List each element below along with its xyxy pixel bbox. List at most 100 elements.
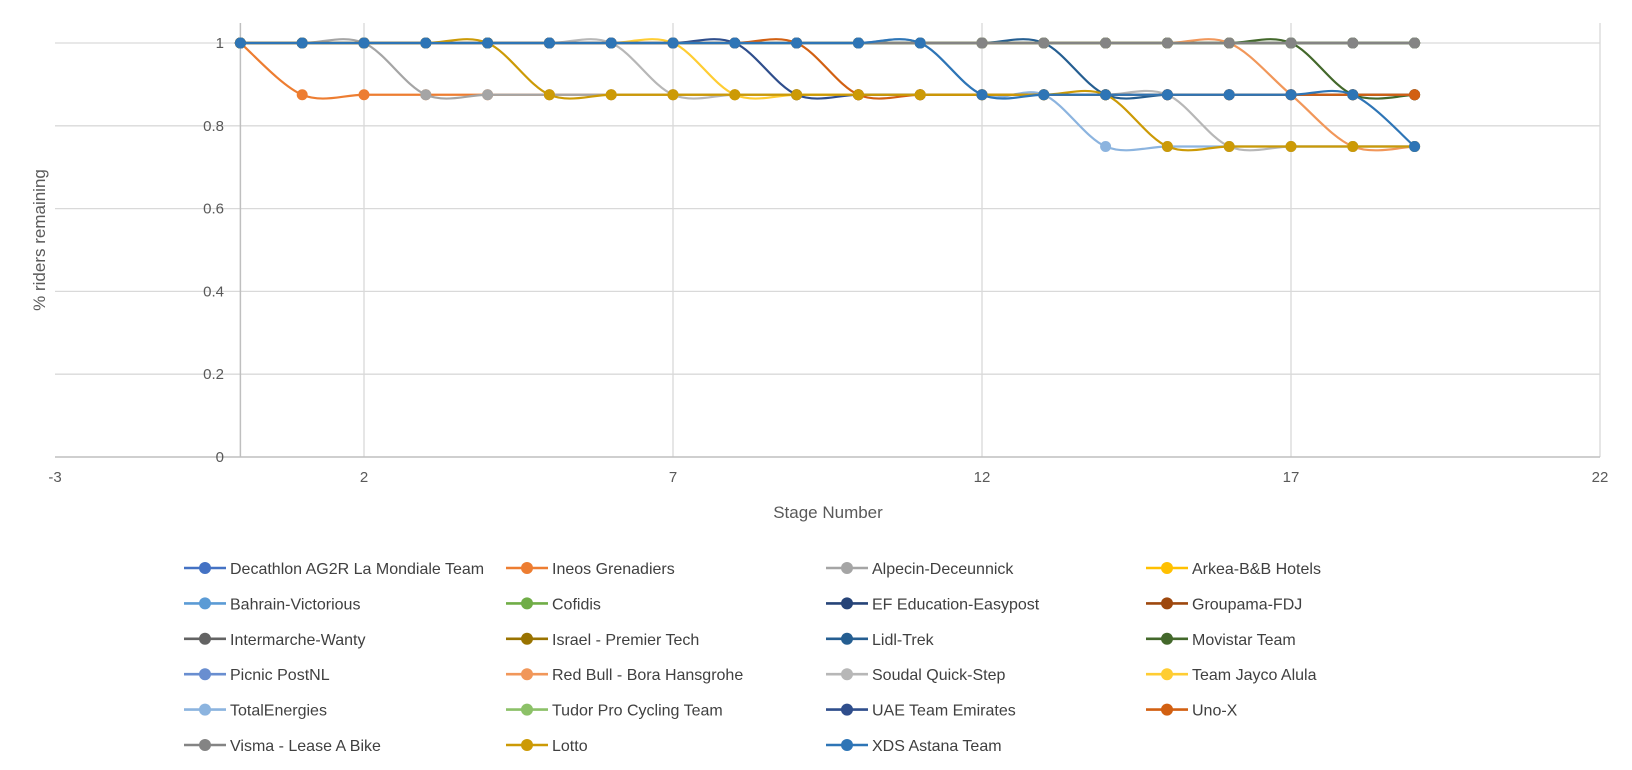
series-lines [234, 37, 1421, 152]
legend: Decathlon AG2R La Mondiale Team Ineos Gre… [184, 561, 1321, 755]
x-tick-label: 12 [974, 469, 991, 486]
legend-label: Lotto [552, 738, 588, 755]
legend-swatch-marker [521, 668, 533, 681]
legend-swatch-marker [1161, 562, 1173, 574]
data-point [1161, 37, 1173, 49]
data-point [852, 89, 864, 101]
legend-swatch-marker [199, 668, 211, 681]
legend-label: Soudal Quick-Step [872, 667, 1006, 684]
y-tick-labels: 0 0.2 0.4 0.6 0.8 1 [203, 35, 224, 466]
legend-item: Groupama-FDJ [1146, 596, 1302, 613]
legend-swatch-marker [199, 703, 211, 716]
legend-item: EF Education-Easypost [826, 596, 1040, 613]
legend-item: Lotto [506, 738, 588, 755]
gridlines [55, 23, 1601, 457]
legend-item: Intermarche-Wanty [184, 632, 365, 649]
data-point [1347, 89, 1359, 101]
legend-label: Cofidis [552, 596, 601, 613]
legend-swatch-marker [1161, 632, 1173, 645]
data-point [729, 89, 741, 101]
data-point [358, 37, 370, 49]
legend-label: Israel - Premier Tech [552, 632, 699, 649]
legend-swatch-marker [841, 703, 853, 716]
data-point [1409, 141, 1421, 152]
data-point [1409, 89, 1421, 101]
legend-label: Arkea-B&B Hotels [1192, 561, 1321, 578]
x-tick-label: 22 [1592, 469, 1609, 486]
legend-swatch-marker [521, 632, 533, 645]
series-22 [234, 37, 1421, 152]
y-tick-label: 0 [216, 449, 224, 466]
legend-label: Movistar Team [1192, 632, 1296, 649]
y-tick-label: 0.8 [203, 118, 224, 135]
legend-label: Red Bull - Bora Hansgrohe [552, 667, 743, 684]
legend-label: Ineos Grenadiers [552, 561, 675, 578]
data-point [543, 89, 555, 101]
series-19 [234, 37, 1421, 101]
data-point [296, 37, 308, 49]
data-point [1038, 37, 1050, 49]
data-point [543, 37, 555, 49]
legend-swatch-marker [841, 562, 853, 574]
legend-swatch-marker [1161, 668, 1173, 681]
series-line [240, 38, 1416, 148]
x-tick-labels: -3 2 7 12 17 22 [48, 469, 1608, 486]
data-point [914, 89, 926, 101]
legend-swatch-marker [521, 739, 533, 751]
legend-label: Picnic PostNL [230, 667, 330, 684]
data-point [1347, 141, 1359, 152]
legend-label: Decathlon AG2R La Mondiale Team [230, 561, 484, 578]
data-point [1161, 141, 1173, 152]
data-point [976, 89, 988, 101]
y-tick-label: 0.6 [203, 201, 224, 218]
legend-item: Soudal Quick-Step [826, 667, 1006, 684]
data-point [234, 37, 246, 49]
legend-label: Intermarche-Wanty [230, 632, 365, 649]
legend-label: Alpecin-Deceunnick [872, 561, 1014, 578]
y-axis-title: % riders remaining [30, 169, 49, 311]
legend-swatch-marker [841, 668, 853, 681]
legend-label: EF Education-Easypost [872, 596, 1040, 613]
legend-swatch-marker [521, 562, 533, 574]
legend-item: Team Jayco Alula [1146, 667, 1317, 684]
data-point [667, 89, 679, 101]
data-point [605, 37, 617, 49]
data-point [358, 89, 370, 101]
legend-label: Visma - Lease A Bike [230, 738, 381, 755]
x-tick-label: 2 [360, 469, 368, 486]
legend-swatch-marker [199, 562, 211, 574]
x-tick-label: 17 [1283, 469, 1300, 486]
data-point [482, 37, 494, 49]
data-point [482, 89, 494, 101]
legend-label: Uno-X [1192, 703, 1238, 720]
legend-swatch-marker [199, 632, 211, 645]
legend-item: Visma - Lease A Bike [184, 738, 381, 755]
legend-swatch-marker [1161, 597, 1173, 610]
legend-label: Team Jayco Alula [1192, 667, 1317, 684]
data-point [1285, 141, 1297, 152]
legend-swatch-marker [841, 739, 853, 751]
axes [55, 23, 1600, 458]
data-point [729, 37, 741, 49]
legend-swatch-marker [841, 597, 853, 610]
legend-item: Tudor Pro Cycling Team [506, 703, 723, 720]
legend-swatch-marker [199, 597, 211, 610]
data-point [1347, 37, 1359, 49]
legend-item: Movistar Team [1146, 632, 1296, 649]
legend-item: Arkea-B&B Hotels [1146, 561, 1321, 578]
data-point [852, 37, 864, 49]
legend-item: Red Bull - Bora Hansgrohe [506, 667, 743, 684]
legend-item: Ineos Grenadiers [506, 561, 675, 578]
legend-item: Picnic PostNL [184, 667, 330, 684]
legend-item: XDS Astana Team [826, 738, 1002, 755]
legend-label: Groupama-FDJ [1192, 596, 1302, 613]
data-point [1100, 37, 1112, 49]
legend-item: UAE Team Emirates [826, 703, 1016, 720]
data-point [1161, 89, 1173, 101]
legend-label: Lidl-Trek [872, 632, 935, 649]
data-point [791, 37, 803, 49]
data-point [420, 37, 432, 49]
legend-swatch-marker [1161, 703, 1173, 716]
legend-item: Israel - Premier Tech [506, 632, 699, 649]
